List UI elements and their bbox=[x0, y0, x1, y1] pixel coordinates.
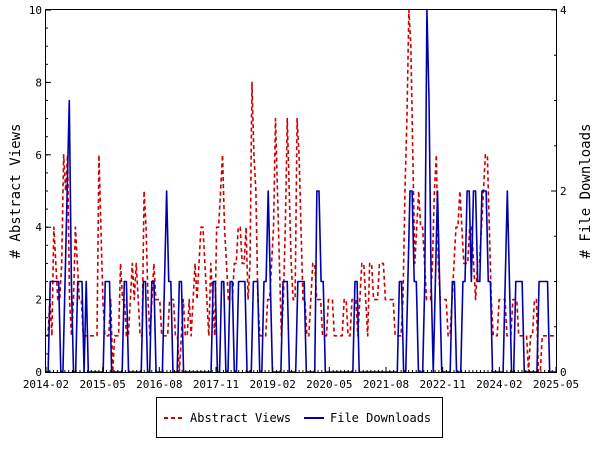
plot-frame bbox=[45, 9, 557, 373]
series-abstract-views bbox=[46, 9, 556, 373]
legend-box bbox=[156, 397, 443, 438]
y-left-axis-label: # Abstract Views bbox=[8, 124, 24, 259]
x-axis: 2014-02 2015-05 2016-08 2017-11 2019-02 2020-… bbox=[23, 367, 579, 391]
x-tick-label: 2021-08 bbox=[363, 378, 409, 391]
y-right-tick-label: 0 bbox=[560, 366, 567, 379]
y-left-tick-label: 2 bbox=[35, 294, 42, 307]
y-left-tick-label: 0 bbox=[35, 366, 42, 379]
y-right-tick-label: 4 bbox=[560, 4, 567, 17]
y-right-tick-label: 2 bbox=[560, 185, 567, 198]
y-right-axis-label: # File Downloads bbox=[578, 124, 594, 259]
series-file-downloads bbox=[46, 9, 556, 373]
series-line bbox=[46, 9, 556, 373]
x-tick-label: 2022-11 bbox=[419, 378, 465, 391]
legend: Abstract Views File Downloads bbox=[156, 397, 443, 438]
legend-downloads-label: File Downloads bbox=[330, 411, 431, 425]
x-tick-label: 2015-05 bbox=[79, 378, 125, 391]
y-axis-right: 0 2 4 bbox=[551, 4, 567, 379]
x-tick-label: 2025-05 bbox=[533, 378, 579, 391]
x-tick-label: 2020-05 bbox=[306, 378, 352, 391]
y-left-tick-label: 4 bbox=[35, 221, 42, 234]
y-left-tick-label: 10 bbox=[29, 4, 42, 17]
x-tick-label: 2019-02 bbox=[249, 378, 295, 391]
y-left-tick-label: 8 bbox=[35, 76, 42, 89]
x-tick-label: 2017-11 bbox=[193, 378, 239, 391]
legend-views-label: Abstract Views bbox=[190, 411, 291, 425]
series-line bbox=[46, 9, 556, 373]
x-tick-label: 2024-02 bbox=[476, 378, 522, 391]
y-left-tick-label: 6 bbox=[35, 149, 42, 162]
plot-area bbox=[45, 9, 557, 373]
y-axis-left: 0 2 4 6 8 10 bbox=[29, 4, 51, 379]
x-tick-label: 2014-02 bbox=[23, 378, 69, 391]
x-tick-label: 2016-08 bbox=[136, 378, 182, 391]
